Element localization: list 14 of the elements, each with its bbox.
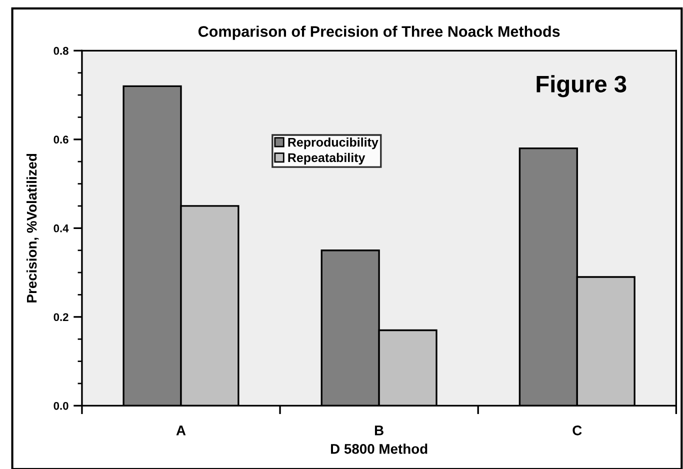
legend-label: Repeatability (288, 152, 366, 165)
y-tick-label: 0.8 (54, 46, 68, 55)
x-tick-label: B (374, 426, 384, 436)
y-tick-label: 0.2 (54, 313, 68, 322)
x-axis-title: D 5800 Method (330, 444, 428, 454)
y-tick-label: 0.6 (54, 136, 68, 144)
annotation: Figure 3 (536, 75, 626, 98)
chart-title: Comparison of Precision of Three Noack Methods (198, 26, 560, 40)
x-tick-label: A (176, 426, 186, 436)
x-tick-label: C (572, 425, 582, 436)
y-axis-title: Precision, %Volatilized (26, 154, 39, 302)
y-tick-label: 0.0 (54, 402, 68, 410)
y-tick-label: 0.4 (54, 224, 69, 232)
legend-label: Reproducibility (288, 138, 378, 150)
